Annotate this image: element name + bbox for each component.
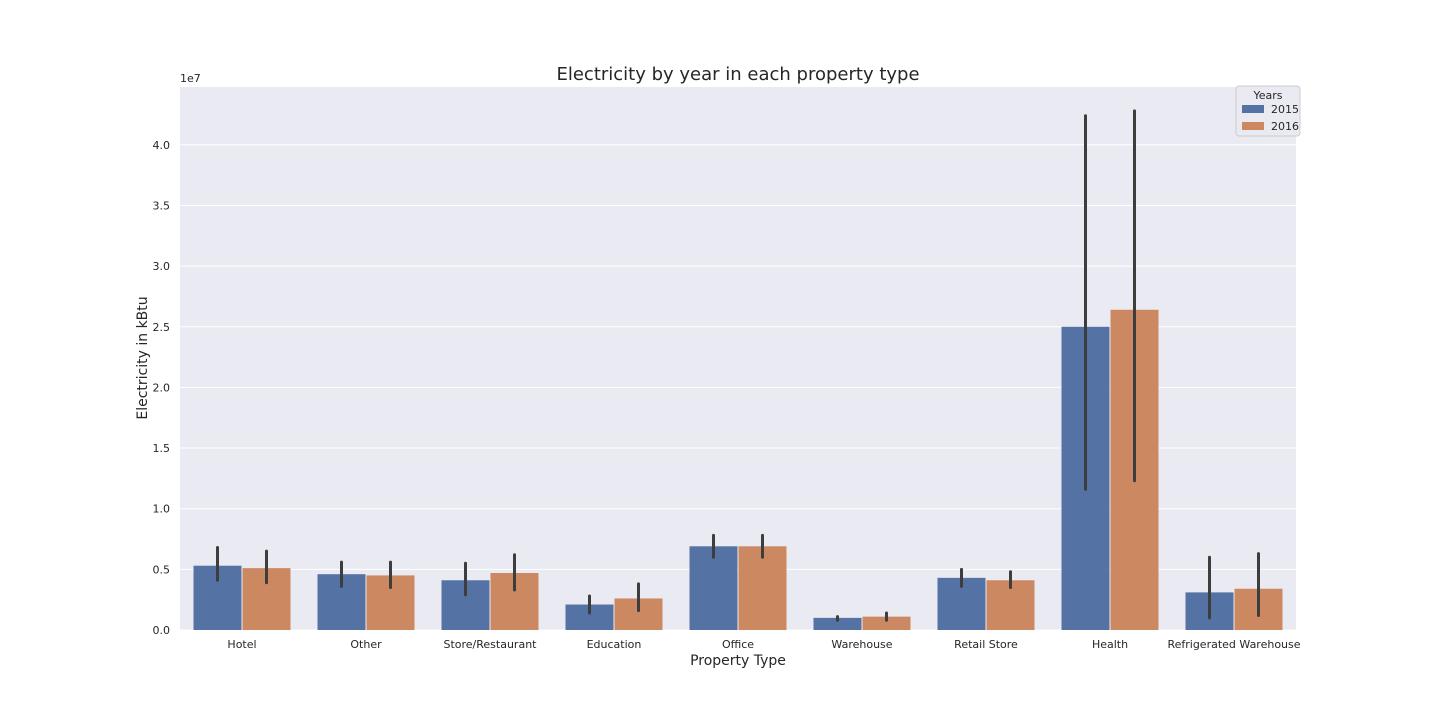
- legend-swatch-2015: [1242, 105, 1264, 113]
- bar-2016: [738, 546, 787, 630]
- y-tick-label: 0.0: [153, 624, 171, 637]
- x-tick-label: Retail Store: [954, 638, 1018, 651]
- bar-2015: [689, 546, 738, 630]
- y-tick-label: 4.0: [153, 139, 171, 152]
- chart-title: Electricity by year in each property typ…: [556, 64, 919, 85]
- x-tick-label: Store/Restaurant: [443, 638, 537, 651]
- y-tick-label: 3.0: [153, 260, 171, 273]
- error-bars: [216, 109, 1260, 622]
- y-tick-label: 1.5: [153, 442, 171, 455]
- x-tick-label: Refrigerated Warehouse: [1167, 638, 1300, 651]
- y-tick-label: 2.0: [153, 381, 171, 394]
- bar-2015: [813, 617, 862, 630]
- x-tick-label: Education: [587, 638, 642, 651]
- legend-label-2015: 2015: [1271, 103, 1299, 116]
- x-tick-label: Other: [350, 638, 382, 651]
- legend-title: Years: [1252, 89, 1282, 102]
- x-tick-label: Office: [722, 638, 754, 651]
- y-tick-label: 3.5: [153, 199, 171, 212]
- legend-label-2016: 2016: [1271, 120, 1299, 133]
- bars: [193, 309, 1283, 630]
- y-tick-label: 1.0: [153, 503, 171, 516]
- x-ticks: Hotel Other Store/Restaurant Education Offic…: [227, 638, 1300, 651]
- bar-2016: [862, 616, 911, 630]
- y-tick-label: 2.5: [153, 321, 171, 334]
- x-tick-label: Health: [1092, 638, 1128, 651]
- legend-swatch-2016: [1242, 122, 1264, 130]
- x-tick-label: Warehouse: [831, 638, 892, 651]
- plot-area: [180, 87, 1296, 630]
- grid: [180, 144, 1296, 631]
- legend: Years 2015 2016: [1235, 85, 1301, 137]
- y-tick-label: 0.5: [153, 563, 171, 576]
- y-ticks: 0.0 0.5 1.0 1.5 2.0 2.5 3.0 3.5 4.0: [153, 139, 171, 637]
- y-axis-label: Electricity in kBtu: [135, 296, 151, 419]
- x-tick-label: Hotel: [227, 638, 256, 651]
- y-scale-label: 1e7: [180, 72, 201, 85]
- x-axis-label: Property Type: [690, 653, 786, 669]
